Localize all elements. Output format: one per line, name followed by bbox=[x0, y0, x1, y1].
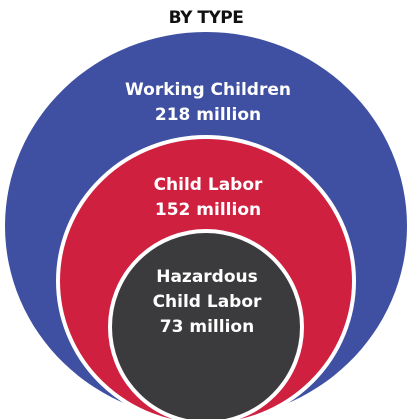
hazardous-value: 73 million bbox=[160, 317, 254, 337]
child-labor-value: 152 million bbox=[155, 200, 261, 220]
hazardous-label-line1: Hazardous bbox=[156, 267, 258, 287]
diagram-title: BY TYPE bbox=[168, 8, 244, 28]
hazardous-label-line2: Child Labor bbox=[153, 292, 262, 312]
hazardous-child-labor-circle bbox=[108, 229, 304, 419]
child-labor-label: Child Labor bbox=[154, 175, 263, 195]
working-children-value: 218 million bbox=[155, 105, 261, 125]
working-children-label: Working Children bbox=[125, 80, 291, 100]
